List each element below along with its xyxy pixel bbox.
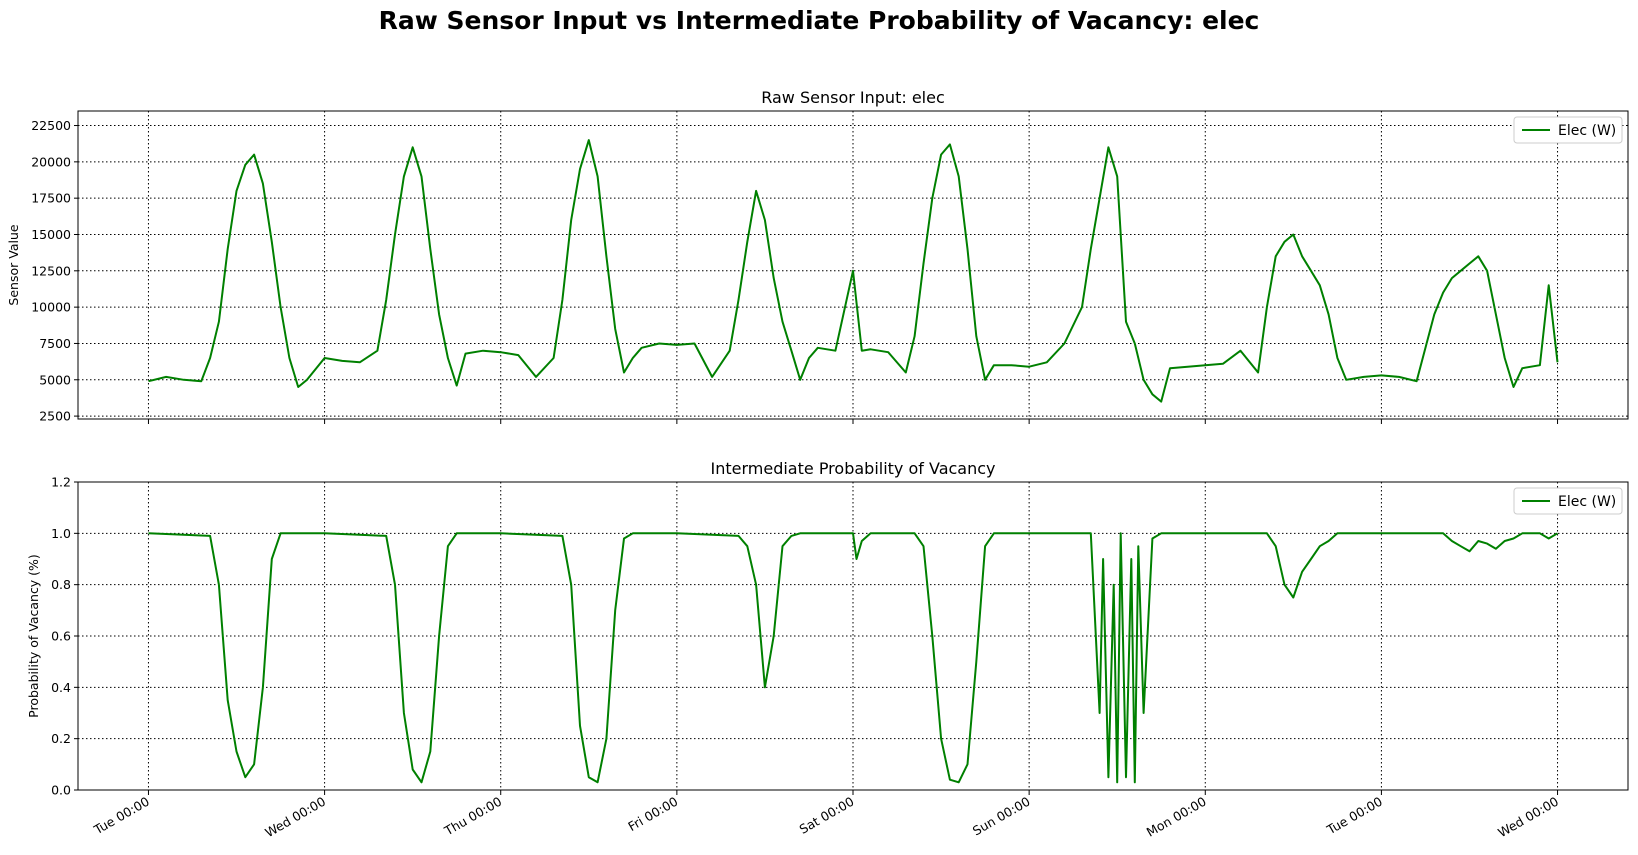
sensor-y-tick-label: 10000 xyxy=(31,300,71,315)
sensor-legend: Elec (W) xyxy=(1513,116,1623,144)
vacancy-y-axis-label: Probability of Vacancy (%) xyxy=(26,554,41,718)
vacancy-legend-label: Elec (W) xyxy=(1558,494,1616,510)
sensor-y-tick-label: 15000 xyxy=(31,227,71,242)
sensor-y-axis-label: Sensor Value xyxy=(6,224,21,305)
vacancy-y-tick-label: 0.8 xyxy=(51,577,71,592)
sensor-series-line xyxy=(148,139,1559,403)
vacancy-y-tick-label: 1.0 xyxy=(51,526,71,541)
sensor-y-tick-label: 17500 xyxy=(31,191,71,206)
vacancy-y-tick-label: 0.0 xyxy=(51,783,71,798)
sensor-legend-label: Elec (W) xyxy=(1558,123,1616,139)
sensor-y-tick-label: 12500 xyxy=(31,263,71,278)
figure-title: Raw Sensor Input vs Intermediate Probabi… xyxy=(379,6,1260,35)
vacancy-legend: Elec (W) xyxy=(1513,487,1623,515)
vacancy-legend-box xyxy=(1513,487,1623,515)
vacancy-series-line xyxy=(148,532,1559,784)
sensor-y-tick-label: 5000 xyxy=(39,372,71,387)
sensor-y-tick-label: 20000 xyxy=(31,154,71,169)
sensor-axes-frame xyxy=(77,110,1629,420)
vacancy-y-tick-label: 1.2 xyxy=(51,475,71,490)
sensor-y-tick-label: 2500 xyxy=(39,409,71,424)
vacancy-y-tick-label: 0.4 xyxy=(51,680,71,695)
sensor-y-tick-label: 22500 xyxy=(31,118,71,133)
sensor-panel-title: Raw Sensor Input: elec xyxy=(761,88,945,107)
sensor-input-panel: Raw Sensor Input: elec 2500 5000 7500 10000 1… xyxy=(6,88,1629,424)
sensor-y-tick-label: 7500 xyxy=(39,336,71,351)
vacancy-panel-title: Intermediate Probability of Vacancy xyxy=(711,459,996,478)
vacancy-y-tick-label: 0.6 xyxy=(51,629,71,644)
vacancy-axes-frame xyxy=(77,481,1629,791)
sensor-legend-box xyxy=(1513,116,1623,144)
vacancy-y-tick-label: 0.2 xyxy=(51,731,71,746)
